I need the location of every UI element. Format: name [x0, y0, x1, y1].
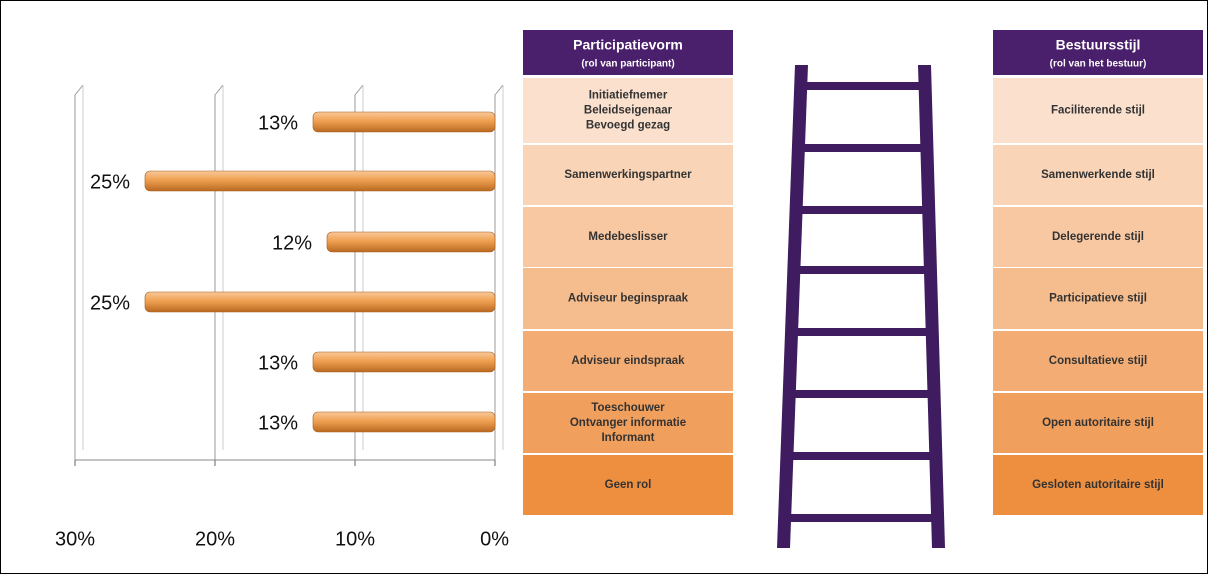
- table-row: [523, 207, 733, 267]
- ladder: [777, 65, 945, 548]
- row-label: Samenwerkende stijl: [1041, 169, 1155, 181]
- grid-line: [74, 84, 84, 460]
- table-row: [523, 393, 733, 453]
- row-label: Beleidseigenaar: [584, 105, 673, 117]
- header-subtitle: (rol van participant): [581, 59, 674, 70]
- row-label: Consultatieve stijl: [1049, 355, 1147, 367]
- table-row: [993, 268, 1203, 329]
- bar: [326, 231, 496, 253]
- row-label: Initiatiefnemer: [589, 90, 668, 102]
- table-row: [993, 393, 1203, 453]
- row-label: Geen rol: [605, 479, 652, 491]
- x-tick-label: 0%: [480, 528, 509, 550]
- row-label: Bevoegd gezag: [586, 120, 670, 132]
- value-label: 13%: [258, 112, 298, 134]
- x-tick-label: 20%: [195, 528, 235, 550]
- header-subtitle: (rol van het bestuur): [1050, 59, 1147, 70]
- table-header: [993, 30, 1203, 75]
- table-row: [993, 78, 1203, 143]
- row-label: Open autoritaire stijl: [1042, 417, 1154, 429]
- row-label: Gesloten autoritaire stijl: [1032, 479, 1164, 491]
- row-label: Informant: [601, 432, 654, 444]
- bar: [312, 351, 496, 373]
- row-label: Samenwerkingspartner: [564, 169, 692, 181]
- bar: [144, 291, 496, 313]
- row-label: Faciliterende stijl: [1051, 105, 1145, 117]
- grid-line: [214, 84, 224, 460]
- bar: [312, 111, 496, 133]
- table-row: [523, 455, 733, 515]
- table-row: [993, 207, 1203, 267]
- row-label: Delegerende stijl: [1052, 231, 1144, 243]
- table-row: [993, 455, 1203, 515]
- table-header: [523, 30, 733, 75]
- value-label: 13%: [258, 352, 298, 374]
- value-label: 25%: [90, 292, 130, 314]
- header-title: Participatievorm: [573, 37, 683, 53]
- bar: [144, 170, 496, 192]
- x-tick-label: 10%: [335, 528, 375, 550]
- table-row: [523, 331, 733, 391]
- grid-line: [494, 84, 504, 460]
- row-label: Toeschouwer: [591, 402, 665, 414]
- row-label: Medebeslisser: [588, 231, 668, 243]
- grid-line: [354, 84, 364, 460]
- row-label: Adviseur eindspraak: [571, 355, 685, 367]
- value-label: 12%: [272, 232, 312, 254]
- row-label: Adviseur beginspraak: [568, 293, 689, 305]
- table-row: [523, 145, 733, 205]
- value-label: 13%: [258, 412, 298, 434]
- table-row: [993, 331, 1203, 391]
- table-row: [993, 145, 1203, 205]
- row-label: Participatieve stijl: [1049, 293, 1147, 305]
- table-row: [523, 268, 733, 329]
- table-row: [523, 78, 733, 143]
- value-label: 25%: [90, 171, 130, 193]
- x-tick-label: 30%: [55, 528, 95, 550]
- header-title: Bestuursstijl: [1056, 37, 1141, 53]
- bar: [312, 411, 496, 433]
- row-label: Ontvanger informatie: [570, 417, 686, 429]
